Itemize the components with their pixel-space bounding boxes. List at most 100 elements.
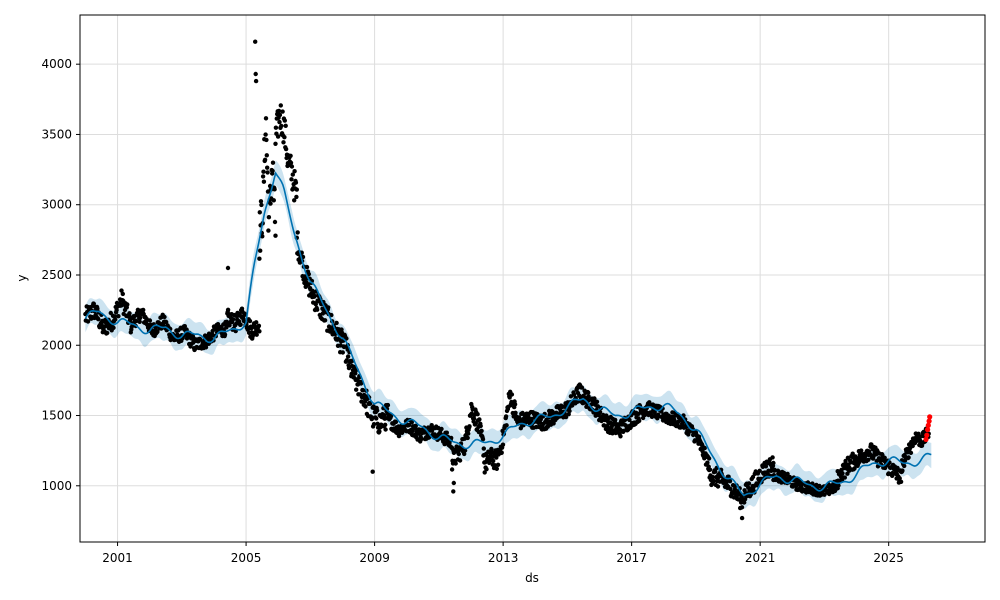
- observed-point: [478, 423, 483, 429]
- observed-point: [278, 103, 283, 108]
- recent-points: [923, 414, 933, 442]
- observed-point: [294, 194, 299, 200]
- observed-point: [265, 170, 270, 175]
- observed-point: [162, 314, 167, 320]
- observed-point: [326, 305, 331, 310]
- observed-point: [254, 332, 259, 337]
- observed-point: [127, 311, 132, 316]
- observed-point: [382, 413, 387, 418]
- observed-point: [513, 410, 518, 415]
- observed-point: [495, 462, 501, 467]
- observed-point: [116, 314, 121, 319]
- recent-point: [927, 414, 933, 420]
- observed-point: [215, 322, 221, 327]
- observed-point: [586, 390, 591, 395]
- observed-point: [288, 160, 294, 165]
- observed-point: [779, 480, 784, 485]
- observed-point: [763, 464, 769, 469]
- observed-point: [137, 319, 142, 324]
- observed-point: [462, 451, 467, 457]
- observed-point: [265, 165, 270, 170]
- observed-point: [383, 422, 388, 427]
- observed-point: [475, 412, 480, 417]
- observed-point: [277, 119, 282, 125]
- observed-point: [263, 132, 268, 137]
- x-tick-label: 2001: [102, 551, 133, 565]
- observed-point: [728, 486, 733, 492]
- y-axis-label: y: [15, 274, 29, 281]
- observed-point: [306, 271, 311, 277]
- observed-point: [383, 427, 388, 432]
- observed-point: [289, 164, 295, 169]
- y-tick-label: 2000: [41, 338, 72, 352]
- observed-point: [471, 416, 477, 421]
- observed-point: [282, 118, 287, 123]
- y-tick-label: 1500: [41, 409, 72, 423]
- observed-point: [586, 394, 591, 399]
- observed-point: [247, 318, 253, 324]
- uncertainty-band: [85, 160, 932, 510]
- observed-point: [198, 337, 203, 342]
- recent-point: [925, 422, 931, 428]
- observed-point: [266, 228, 271, 233]
- observed-point: [613, 417, 618, 423]
- observed-point: [902, 458, 908, 463]
- observed-point: [836, 483, 841, 488]
- observed-point: [503, 414, 509, 419]
- observed-point: [705, 460, 710, 465]
- observed-point: [480, 437, 486, 442]
- observed-point: [354, 387, 359, 392]
- observed-point: [750, 474, 756, 480]
- observed-point: [105, 330, 110, 336]
- observed-outlier: [451, 489, 456, 494]
- observed-point: [375, 421, 380, 426]
- x-axis-ticks: 2001 2005 2009 2013 2017 2021 2025: [102, 542, 904, 565]
- observed-point: [882, 455, 887, 460]
- observed-point: [279, 123, 284, 129]
- x-tick-label: 2009: [359, 551, 390, 565]
- observed-point: [275, 134, 281, 139]
- observed-point: [500, 442, 506, 447]
- observed-point: [479, 428, 484, 434]
- observed-point: [283, 123, 288, 128]
- observed-point: [906, 455, 911, 460]
- observed-point: [482, 470, 487, 475]
- observed-point: [702, 445, 707, 451]
- observed-point: [509, 392, 515, 397]
- observed-outlier: [225, 265, 231, 271]
- observed-point: [304, 264, 310, 270]
- observed-point: [652, 410, 657, 415]
- x-tick-label: 2013: [488, 551, 519, 565]
- observed-point: [746, 481, 752, 486]
- observed-point: [264, 137, 269, 143]
- observed-point: [897, 476, 902, 481]
- observed-point: [349, 371, 354, 376]
- observed-point: [254, 320, 259, 325]
- observed-point: [164, 319, 169, 325]
- observed-point: [852, 466, 857, 471]
- observed-outlier: [253, 78, 259, 84]
- recent-point: [923, 436, 929, 442]
- observed-point: [273, 125, 279, 130]
- observed-point: [263, 116, 269, 121]
- observed-point: [627, 417, 632, 423]
- observed-point: [292, 169, 297, 174]
- uncertainty-band-area: [85, 160, 932, 510]
- observed-point: [85, 319, 91, 324]
- observed-point: [707, 467, 713, 472]
- observed-point: [293, 180, 299, 185]
- observed-point: [898, 479, 904, 484]
- observed-point: [256, 323, 262, 328]
- observed-point: [388, 413, 394, 419]
- y-tick-label: 3000: [41, 198, 72, 212]
- x-axis-label: ds: [525, 571, 539, 585]
- observed-outlier: [370, 469, 375, 474]
- observed-point: [370, 415, 375, 420]
- observed-point: [96, 317, 101, 322]
- observed-point: [271, 198, 276, 203]
- recent-point: [924, 432, 930, 438]
- observed-point: [413, 423, 418, 428]
- observed-point: [579, 385, 585, 390]
- observed-point: [222, 332, 228, 337]
- observed-point: [261, 179, 267, 184]
